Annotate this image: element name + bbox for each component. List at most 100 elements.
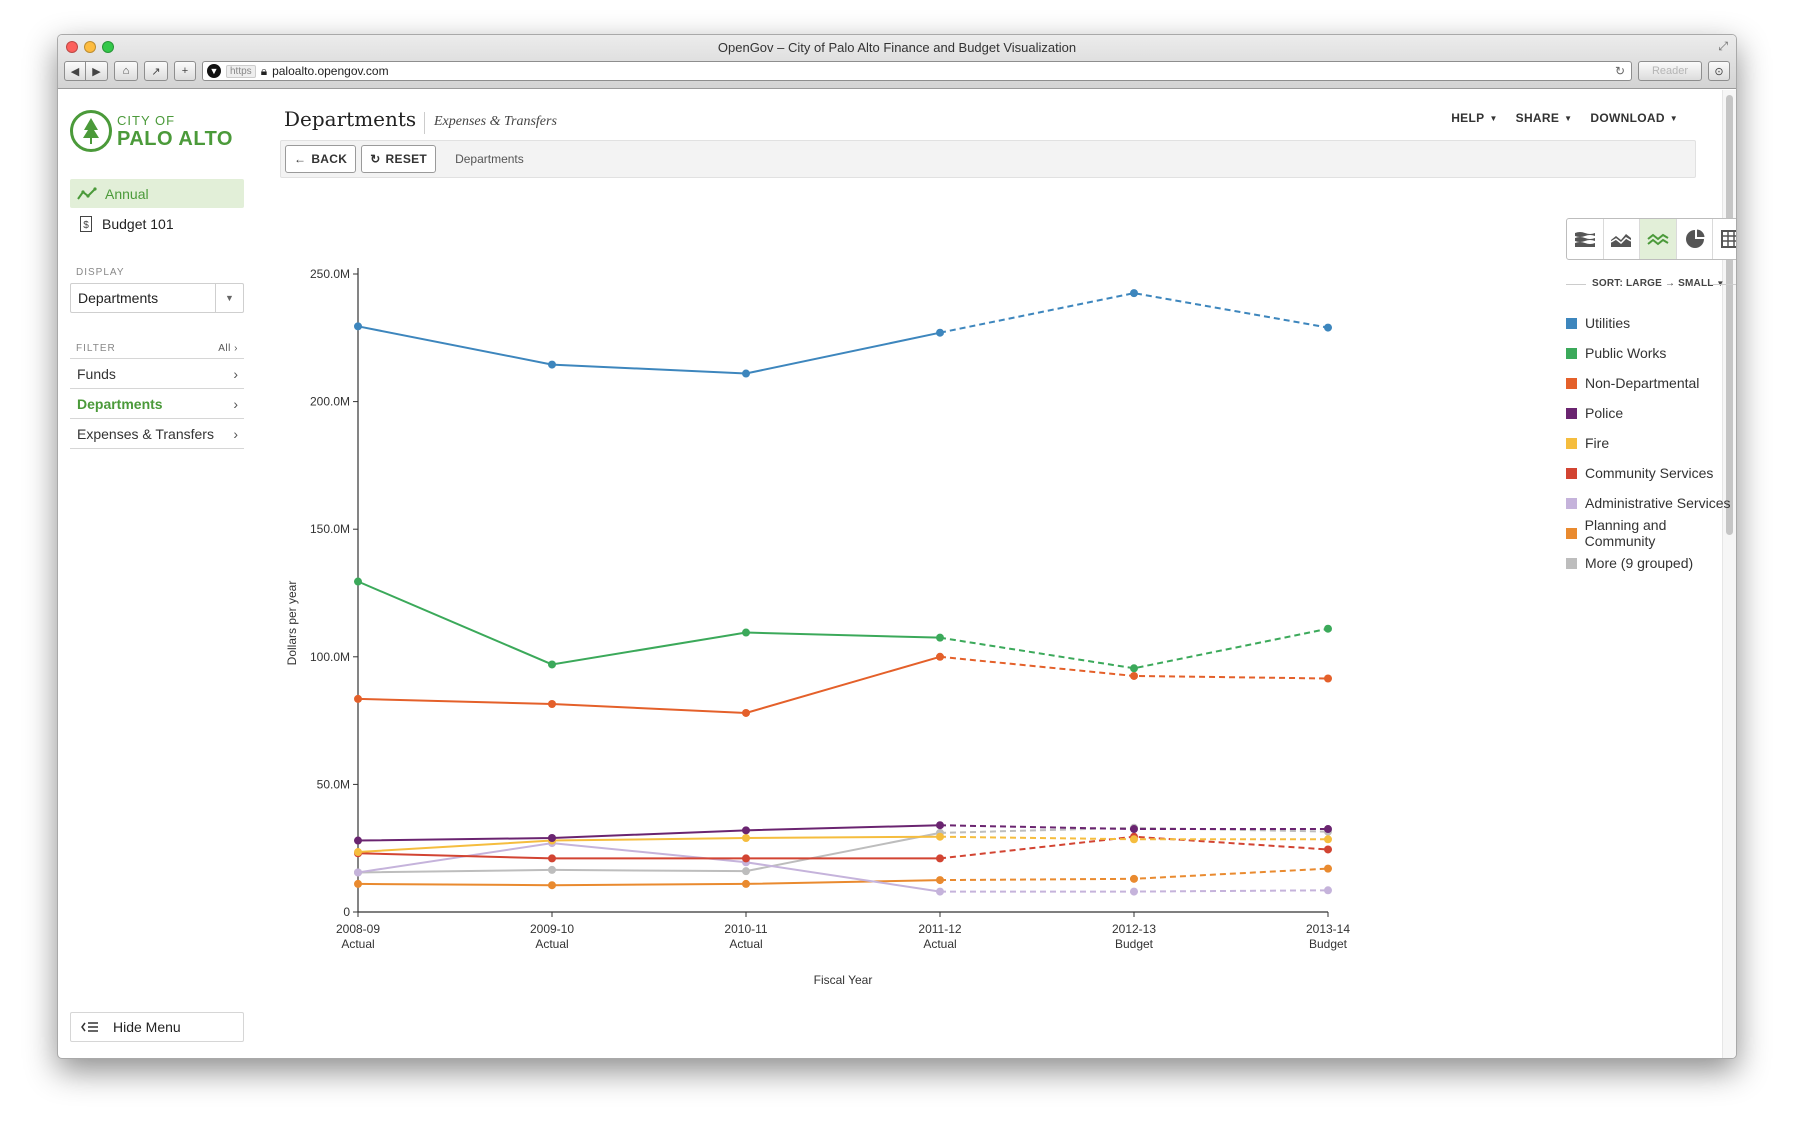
filter-expenses-transfers[interactable]: Expenses & Transfers › [70,419,244,449]
data-point[interactable] [742,628,750,637]
data-point[interactable] [354,879,362,888]
home-icon[interactable]: ⌂ [114,61,138,81]
display-select[interactable]: Departments ▼ [70,283,244,313]
data-point[interactable] [1130,835,1138,844]
maximize-window-button[interactable] [102,41,114,53]
nav-annual[interactable]: Annual [70,179,244,208]
stacked-area-view-button[interactable] [1567,219,1604,259]
data-point[interactable] [742,708,750,717]
filter-funds[interactable]: Funds › [70,359,244,389]
data-point[interactable] [936,652,944,661]
data-point[interactable] [548,881,556,890]
download-menu[interactable]: DOWNLOAD ▼ [1590,111,1678,125]
series-line-actual[interactable] [357,325,941,375]
data-point[interactable] [354,848,362,857]
data-point[interactable] [936,854,944,863]
data-point[interactable] [1130,825,1138,834]
data-point[interactable] [1130,289,1138,298]
reload-icon[interactable]: ↻ [1614,64,1625,78]
address-bar[interactable]: ▼ https 🔒︎ paloalto.opengov.com ↻ [202,61,1632,81]
data-point[interactable] [1324,624,1332,633]
series-line-budget[interactable] [939,627,1329,670]
page-scrollbar[interactable] [1722,90,1736,1058]
data-point[interactable] [742,369,750,378]
line-view-button[interactable] [1640,219,1677,259]
legend-item[interactable]: Planning and Community [1566,517,1736,549]
legend-item[interactable]: Public Works [1566,338,1736,368]
data-point[interactable] [548,854,556,863]
filter-departments[interactable]: Departments › [70,389,244,419]
minimize-window-button[interactable] [84,41,96,53]
back-arrow-button[interactable]: ◀ [64,61,86,81]
series-line-actual[interactable] [357,835,941,854]
series-line-actual[interactable] [357,852,940,860]
data-point[interactable] [1130,874,1138,883]
new-tab-icon[interactable]: + [174,61,196,81]
series-line-actual[interactable] [357,879,941,887]
data-point[interactable] [936,887,944,896]
sort-dropdown[interactable]: SORT: LARGE → SMALL ▼ [1592,278,1725,289]
data-point[interactable] [742,854,750,863]
data-point[interactable] [936,328,944,337]
series-line-actual[interactable] [357,655,941,714]
data-point[interactable] [1324,886,1332,895]
series-line-actual[interactable] [357,824,941,842]
data-point[interactable] [1324,323,1332,332]
fullscreen-icon[interactable]: ⤢ [1718,39,1728,53]
data-point[interactable] [742,879,750,888]
data-point[interactable] [936,876,944,885]
table-view-button[interactable] [1713,219,1736,259]
data-point[interactable] [354,836,362,845]
legend-item[interactable]: Non-Departmental [1566,368,1736,398]
data-point[interactable] [354,322,362,331]
series-line-actual[interactable] [357,580,941,666]
data-point[interactable] [1324,825,1332,834]
data-point[interactable] [742,826,750,835]
hide-menu-button[interactable]: Hide Menu [70,1012,244,1042]
help-menu[interactable]: HELP ▼ [1451,111,1497,125]
legend-item[interactable]: Community Services [1566,458,1736,488]
data-point[interactable] [742,867,750,876]
forward-arrow-button[interactable]: ▶ [86,61,108,81]
data-point[interactable] [1130,664,1138,673]
nav-budget-101[interactable]: $ Budget 101 [70,209,244,238]
share-page-icon[interactable]: ↗ [144,61,168,81]
close-window-button[interactable] [66,41,78,53]
data-point[interactable] [936,832,944,841]
data-point[interactable] [548,833,556,842]
legend-item[interactable]: Administrative Services [1566,488,1736,518]
reader-button[interactable]: Reader [1638,61,1702,81]
data-point[interactable] [1324,835,1332,844]
series-line-budget[interactable] [939,292,1329,334]
data-point[interactable] [1130,671,1138,680]
data-point[interactable] [354,577,362,586]
legend-item[interactable]: Utilities [1566,308,1736,338]
data-point[interactable] [354,694,362,703]
share-menu[interactable]: SHARE ▼ [1516,111,1573,125]
data-point[interactable] [1324,864,1332,873]
legend-item[interactable]: Fire [1566,428,1736,458]
legend-item[interactable]: More (9 grouped) [1566,548,1736,578]
city-logo[interactable]: CITY OF PALO ALTO [70,110,233,152]
data-point[interactable] [1324,845,1332,854]
data-point[interactable] [548,360,556,369]
scroll-thumb[interactable] [1726,95,1733,535]
data-point[interactable] [548,700,556,709]
breadcrumb[interactable]: Departments [455,152,524,166]
data-point[interactable] [936,633,944,642]
data-point[interactable] [354,868,362,877]
legend-item[interactable]: Police [1566,398,1736,428]
data-point[interactable] [742,833,750,842]
area-view-button[interactable] [1604,219,1641,259]
data-point[interactable] [548,660,556,669]
series-line-actual[interactable] [357,842,941,893]
downloads-icon[interactable]: ⊙ [1708,61,1730,81]
data-point[interactable] [1130,887,1138,896]
back-button[interactable]: ← BACK [285,145,357,173]
data-point[interactable] [936,821,944,830]
pie-view-button[interactable] [1677,219,1714,259]
reset-button[interactable]: ↻ RESET [361,145,437,173]
data-point[interactable] [1324,674,1332,683]
data-point[interactable] [548,865,556,874]
filter-all-link[interactable]: All › [218,343,238,354]
